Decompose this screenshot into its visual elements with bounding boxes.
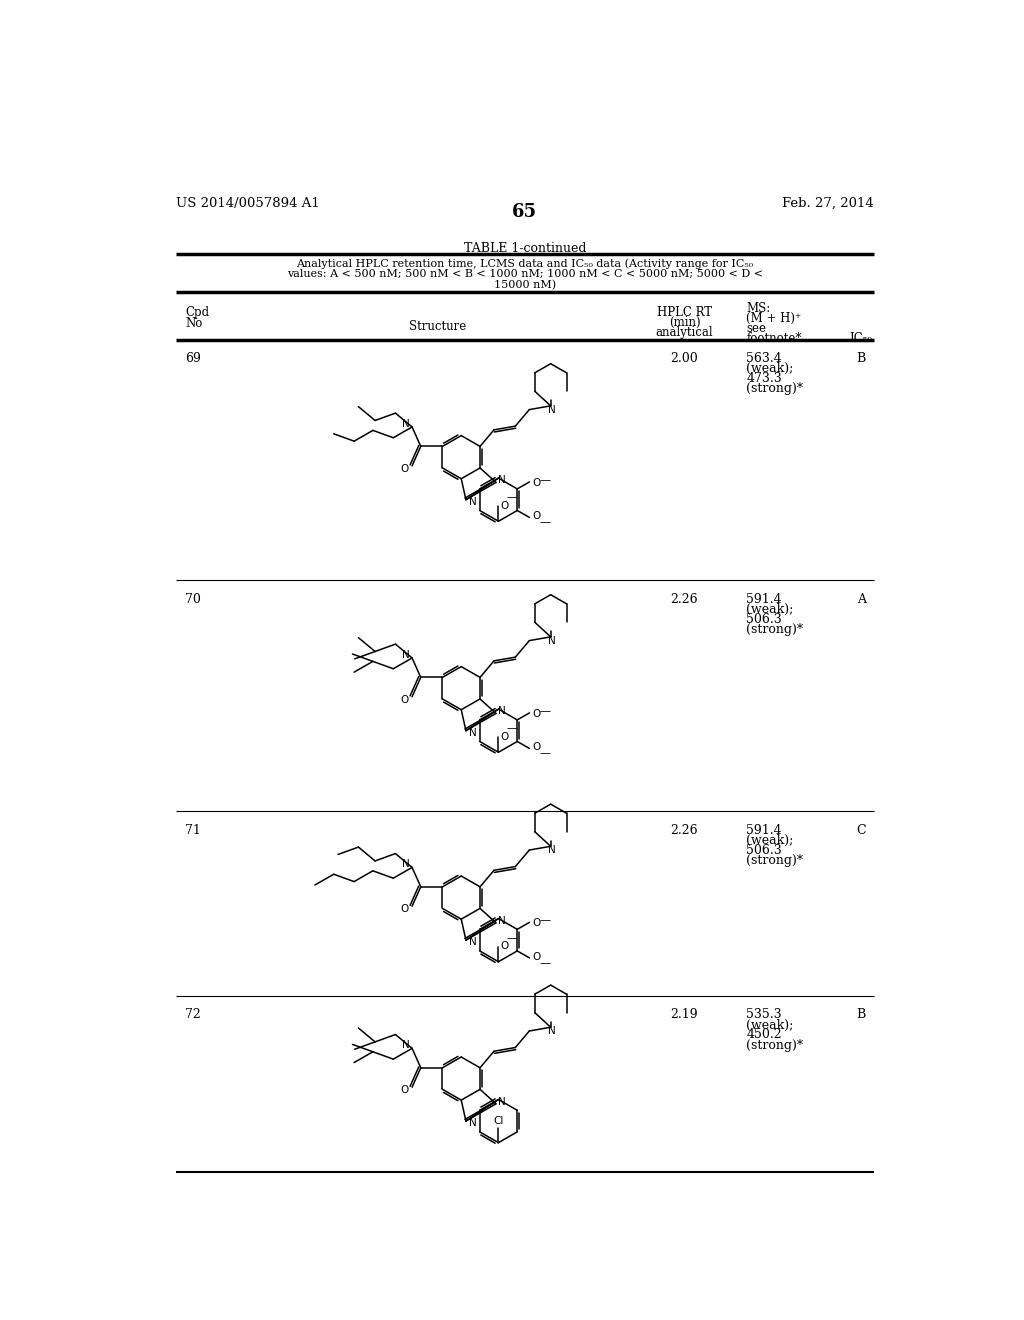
- Text: N: N: [498, 706, 505, 717]
- Text: B: B: [856, 1008, 865, 1022]
- Text: —: —: [506, 492, 517, 503]
- Text: 591.4: 591.4: [746, 593, 782, 606]
- Text: —: —: [540, 748, 551, 758]
- Text: N: N: [469, 937, 477, 948]
- Text: (min): (min): [669, 317, 700, 329]
- Text: O: O: [500, 731, 508, 742]
- Text: O: O: [531, 919, 541, 928]
- Text: Cpd: Cpd: [185, 306, 210, 319]
- Text: N: N: [402, 1040, 410, 1051]
- Text: 535.3: 535.3: [746, 1008, 782, 1022]
- Text: 563.4: 563.4: [746, 352, 782, 366]
- Text: 72: 72: [185, 1008, 201, 1022]
- Text: —: —: [506, 723, 517, 734]
- Text: B: B: [856, 352, 865, 366]
- Text: Analytical HPLC retention time, LCMS data and IC₅₀ data (Activity range for IC₅₀: Analytical HPLC retention time, LCMS dat…: [296, 259, 754, 269]
- Text: (weak);: (weak);: [746, 1019, 794, 1031]
- Text: 473.3: 473.3: [746, 372, 782, 385]
- Text: 2.00: 2.00: [671, 352, 698, 366]
- Text: —: —: [540, 958, 551, 968]
- Text: —: —: [506, 933, 517, 942]
- Text: HPLC RT: HPLC RT: [656, 306, 712, 319]
- Text: US 2014/0057894 A1: US 2014/0057894 A1: [176, 197, 319, 210]
- Text: 591.4: 591.4: [746, 824, 782, 837]
- Text: O: O: [400, 904, 409, 915]
- Text: (strong)*: (strong)*: [746, 623, 804, 636]
- Text: N: N: [469, 498, 477, 507]
- Text: O: O: [531, 742, 541, 752]
- Text: 15000 nM): 15000 nM): [494, 280, 556, 290]
- Text: TABLE 1-continued: TABLE 1-continued: [464, 242, 586, 255]
- Text: O: O: [400, 463, 409, 474]
- Text: N: N: [548, 845, 555, 855]
- Text: (weak);: (weak);: [746, 603, 794, 615]
- Text: 506.3: 506.3: [746, 612, 782, 626]
- Text: IC₅₀: IC₅₀: [850, 331, 872, 345]
- Text: 71: 71: [185, 824, 202, 837]
- Text: 69: 69: [185, 352, 202, 366]
- Text: 65: 65: [512, 203, 538, 220]
- Text: 70: 70: [185, 593, 202, 606]
- Text: (weak);: (weak);: [746, 834, 794, 846]
- Text: C: C: [856, 824, 866, 837]
- Text: 2.26: 2.26: [671, 824, 698, 837]
- Text: (M + H)⁺: (M + H)⁺: [746, 312, 802, 325]
- Text: (strong)*: (strong)*: [746, 1039, 804, 1052]
- Text: O: O: [531, 952, 541, 962]
- Text: 2.26: 2.26: [671, 593, 698, 606]
- Text: No: No: [185, 317, 203, 330]
- Text: —: —: [540, 916, 551, 925]
- Text: (strong)*: (strong)*: [746, 383, 804, 396]
- Text: O: O: [531, 709, 541, 719]
- Text: N: N: [548, 636, 555, 645]
- Text: —: —: [540, 517, 551, 527]
- Text: Cl: Cl: [494, 1117, 504, 1126]
- Text: N: N: [498, 916, 505, 925]
- Text: footnote*: footnote*: [746, 331, 802, 345]
- Text: 2.19: 2.19: [671, 1008, 698, 1022]
- Text: O: O: [400, 694, 409, 705]
- Text: —: —: [540, 475, 551, 486]
- Text: 506.3: 506.3: [746, 843, 782, 857]
- Text: N: N: [469, 1118, 477, 1129]
- Text: N: N: [498, 475, 505, 486]
- Text: Feb. 27, 2014: Feb. 27, 2014: [781, 197, 873, 210]
- Text: analytical: analytical: [655, 326, 714, 339]
- Text: N: N: [402, 649, 410, 660]
- Text: MS:: MS:: [746, 302, 771, 314]
- Text: A: A: [857, 593, 865, 606]
- Text: (strong)*: (strong)*: [746, 854, 804, 867]
- Text: N: N: [469, 729, 477, 738]
- Text: N: N: [498, 1097, 505, 1106]
- Text: O: O: [500, 500, 508, 511]
- Text: O: O: [500, 941, 508, 952]
- Text: O: O: [531, 478, 541, 488]
- Text: 450.2: 450.2: [746, 1028, 782, 1041]
- Text: see: see: [746, 322, 766, 335]
- Text: (weak);: (weak);: [746, 363, 794, 375]
- Text: N: N: [402, 418, 410, 429]
- Text: O: O: [400, 1085, 409, 1096]
- Text: N: N: [548, 1026, 555, 1036]
- Text: values: A < 500 nM; 500 nM < B < 1000 nM; 1000 nM < C < 5000 nM; 5000 < D <: values: A < 500 nM; 500 nM < B < 1000 nM…: [287, 269, 763, 280]
- Text: O: O: [531, 511, 541, 521]
- Text: N: N: [402, 859, 410, 870]
- Text: —: —: [540, 706, 551, 717]
- Text: Structure: Structure: [410, 321, 467, 333]
- Text: N: N: [548, 405, 555, 414]
